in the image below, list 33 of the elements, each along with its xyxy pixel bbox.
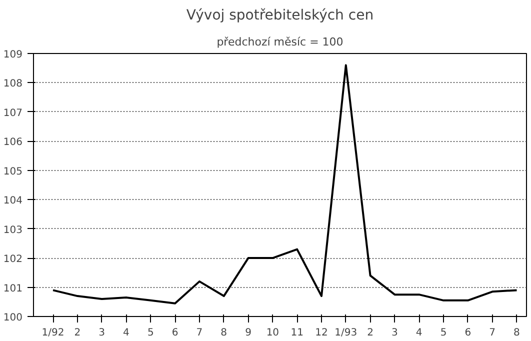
line-series [52, 64, 518, 304]
x-tick-label: 10 [266, 328, 280, 338]
x-tick-label: 6 [172, 328, 178, 338]
chart-title: Vývoj spotřebitelských cen [186, 8, 374, 24]
x-tick-label: 6 [464, 328, 472, 338]
y-tick-label: 101 [3, 283, 23, 294]
x-tick-label: 5 [147, 328, 154, 338]
x-tick-label: 1/93 [334, 328, 358, 338]
x-tick-label: 7 [489, 328, 496, 338]
x-tick-label: 5 [440, 328, 447, 338]
x-tick-label: 7 [196, 328, 203, 338]
x-tick-label: 4 [123, 328, 130, 338]
x-tick-label: 8 [220, 328, 228, 338]
y-tick-label: 103 [3, 224, 23, 236]
y-tick-label: 109 [3, 50, 23, 60]
chart-subtitle: předchozí měsíc = 100 [216, 36, 344, 48]
x-tick-label: 11 [290, 328, 304, 338]
x-tick-label: 2 [74, 328, 81, 338]
x-tick-label: 3 [392, 328, 398, 338]
y-tick-label: 107 [3, 108, 23, 119]
y-tick-label: 100 [3, 312, 23, 324]
y-tick-label: 106 [3, 137, 23, 148]
y-tick-label: 108 [3, 78, 23, 90]
x-tick-label: 8 [514, 328, 520, 338]
x-tick-label: 4 [416, 328, 422, 338]
x-tick-label: 9 [245, 328, 252, 338]
x-tick-label: 12 [315, 328, 328, 338]
x-tick-label: 3 [98, 328, 106, 338]
y-tick-label: 102 [3, 254, 23, 266]
y-tick-label: 104 [3, 196, 23, 207]
y-tick-label: 105 [3, 166, 23, 178]
x-tick-label: 2 [367, 328, 374, 338]
x-tick-label: 1/92 [42, 328, 64, 338]
